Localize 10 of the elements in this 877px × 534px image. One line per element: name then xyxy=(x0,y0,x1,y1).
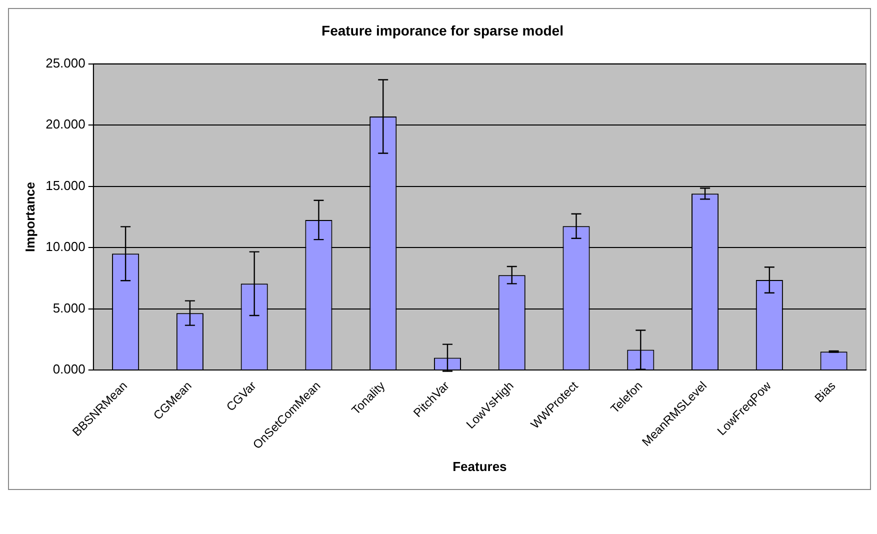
y-tick-label: 25.000 xyxy=(46,55,86,70)
y-tick-label: 5.000 xyxy=(52,300,86,316)
x-tick-label: Bias xyxy=(812,378,838,406)
y-tick-label: 15.000 xyxy=(46,178,86,193)
y-axis-title: Importance xyxy=(22,182,38,252)
chart-title: Feature imporance for sparse model xyxy=(322,22,564,38)
y-tick-label: 10.000 xyxy=(46,239,86,254)
y-tick-label: 0.000 xyxy=(52,362,86,377)
x-axis-title: Features xyxy=(452,458,507,474)
y-tick-label: 20.000 xyxy=(46,116,86,132)
